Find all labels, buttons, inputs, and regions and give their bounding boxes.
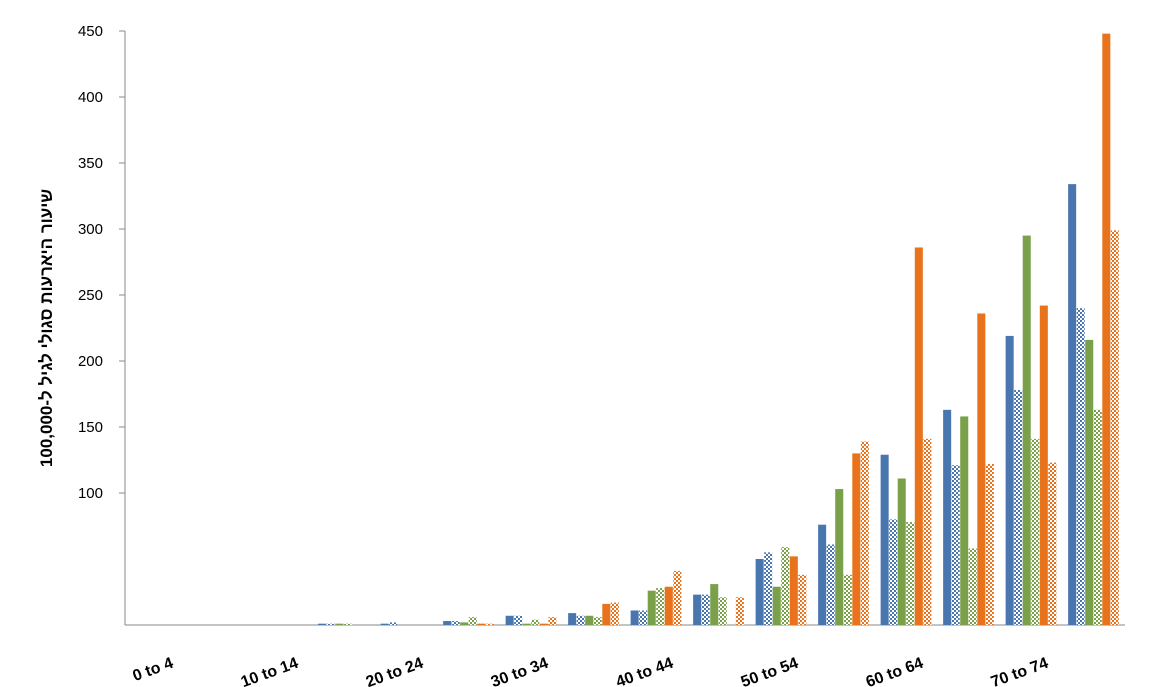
- bar: [568, 613, 577, 625]
- bar: [897, 478, 906, 625]
- bar: [326, 623, 335, 625]
- bar: [880, 454, 889, 625]
- bar: [656, 588, 665, 625]
- y-tick-label: 450: [78, 23, 103, 40]
- x-tick-label: 0 to 4: [131, 655, 176, 685]
- bar: [923, 438, 932, 625]
- bar: [380, 623, 389, 625]
- bar: [585, 615, 594, 625]
- x-tick-label: 10 to 14: [239, 655, 301, 687]
- bar: [960, 416, 969, 625]
- y-tick-label: 350: [78, 155, 103, 172]
- bar: [673, 570, 682, 625]
- bar: [468, 617, 477, 625]
- bar: [522, 623, 531, 625]
- bar: [1048, 462, 1057, 625]
- bar: [602, 603, 611, 625]
- bar: [630, 610, 639, 625]
- y-tick-label: 150: [78, 419, 103, 436]
- bar: [914, 247, 923, 626]
- bar: [798, 574, 807, 625]
- bar: [318, 623, 327, 625]
- bar: [548, 617, 557, 625]
- x-tick-label: 70 to 74: [989, 655, 1051, 687]
- bar: [693, 594, 702, 625]
- bar: [835, 489, 844, 625]
- bar: [647, 590, 656, 625]
- bar: [889, 519, 898, 625]
- bar: [1031, 438, 1040, 625]
- bar: [977, 313, 986, 625]
- bar: [539, 623, 548, 625]
- bar: [718, 597, 727, 625]
- bar: [755, 559, 764, 625]
- bar: [443, 621, 452, 625]
- bar: [826, 544, 835, 625]
- bar: [1110, 230, 1119, 625]
- y-tick-label: 100: [78, 485, 103, 502]
- bar: [1005, 335, 1014, 625]
- bar: [852, 453, 861, 625]
- bar: [610, 602, 619, 625]
- bar: [735, 597, 744, 625]
- bar: [818, 524, 827, 625]
- bar: [843, 574, 852, 625]
- bar: [1039, 305, 1048, 625]
- bar: [460, 622, 469, 625]
- x-tick-label: 50 to 54: [739, 655, 801, 687]
- y-tick-label: 200: [78, 353, 103, 370]
- bar: [576, 615, 585, 625]
- y-tick-label: 300: [78, 221, 103, 238]
- bar: [1022, 235, 1031, 625]
- bar: [1076, 308, 1085, 625]
- bar: [531, 619, 540, 625]
- bar: [701, 594, 710, 625]
- bar: [1093, 409, 1102, 625]
- bar: [514, 615, 523, 625]
- bar: [1068, 184, 1077, 625]
- bar: [639, 610, 648, 625]
- x-tick-label: 60 to 64: [864, 655, 926, 687]
- bar: [710, 584, 719, 625]
- bar: [951, 465, 960, 625]
- bar: [505, 615, 514, 625]
- bar: [906, 522, 915, 625]
- bar: [389, 622, 398, 625]
- bar: [664, 586, 673, 625]
- bar: [968, 548, 977, 625]
- bar: [1014, 390, 1023, 625]
- bar: [1085, 339, 1094, 625]
- y-tick-label: 250: [78, 287, 103, 304]
- bar: [764, 552, 773, 625]
- bar: [772, 586, 781, 625]
- bar: [485, 623, 494, 625]
- bar: [477, 623, 486, 625]
- bar: [593, 617, 602, 625]
- x-tick-label: 40 to 44: [614, 655, 676, 687]
- y-tick-label: 400: [78, 89, 103, 106]
- x-tick-label: 30 to 34: [489, 655, 551, 687]
- x-tick-label: 20 to 24: [364, 655, 426, 687]
- bar: [781, 547, 790, 625]
- bar: [789, 556, 798, 625]
- bar: [343, 623, 352, 625]
- bar: [943, 409, 952, 625]
- bar: [1102, 33, 1111, 625]
- y-axis-label: שיעור היארעות סגולי לגיל ל-100,000: [37, 189, 56, 468]
- bar: [451, 621, 460, 625]
- bar: [335, 623, 344, 625]
- bar: [985, 463, 994, 625]
- bar: [860, 441, 869, 625]
